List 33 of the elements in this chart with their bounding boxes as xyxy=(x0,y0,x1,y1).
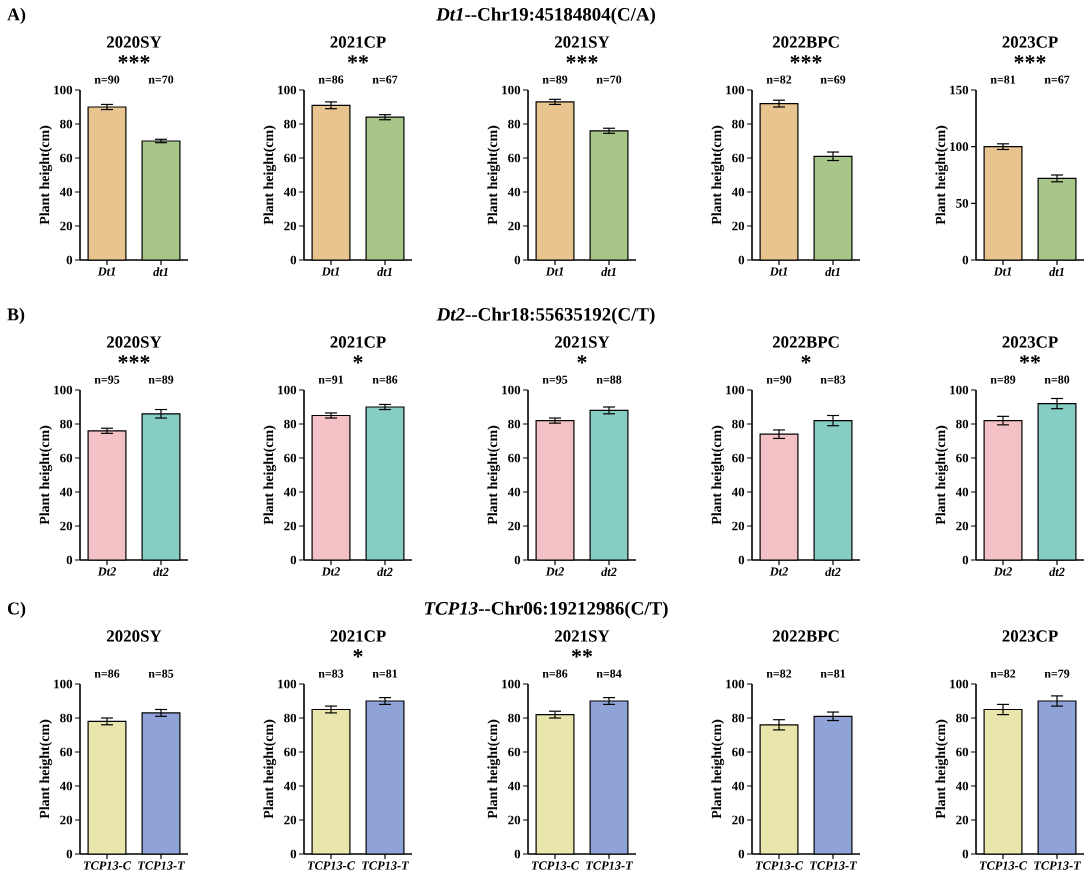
text: C) xyxy=(7,601,26,619)
text: Dt2--Chr18:55635192(C/T) xyxy=(436,307,655,325)
chart-title: 2021SY xyxy=(554,36,610,48)
chart-title: 2023CP xyxy=(1002,36,1058,48)
chart-title: 2022BPC xyxy=(772,336,839,348)
text: TCP13--Chr06:19212986(C/T) xyxy=(424,601,668,619)
text: *** xyxy=(566,55,598,64)
chart-title: 2023CP xyxy=(1002,336,1058,348)
chart-title: 2020SY xyxy=(106,630,162,642)
text: B) xyxy=(7,307,25,325)
chart-title: 2021SY xyxy=(554,336,610,348)
text: Dt1--Chr19:45184804(C/A) xyxy=(436,7,656,25)
text: *** xyxy=(118,355,150,364)
text: ** xyxy=(347,55,369,64)
text: *** xyxy=(118,55,150,64)
text: * xyxy=(353,355,363,364)
text: ** xyxy=(571,649,593,658)
chart-title: 2021CP xyxy=(330,336,386,348)
text: *** xyxy=(790,55,822,64)
chart-title: 2023CP xyxy=(1002,630,1058,642)
chart-title: 2021SY xyxy=(554,630,610,642)
chart-title: 2020SY xyxy=(106,336,162,348)
text: * xyxy=(353,649,363,658)
chart-title: 2022BPC xyxy=(772,36,839,48)
text: *** xyxy=(1014,55,1046,64)
chart-title: 2020SY xyxy=(106,36,162,48)
chart-title: 2021CP xyxy=(330,36,386,48)
text: A) xyxy=(7,7,26,25)
text: * xyxy=(577,355,587,364)
text: * xyxy=(801,355,811,364)
text: ** xyxy=(1019,355,1041,364)
chart-title: 2022BPC xyxy=(772,630,839,642)
chart-title: 2021CP xyxy=(330,630,386,642)
